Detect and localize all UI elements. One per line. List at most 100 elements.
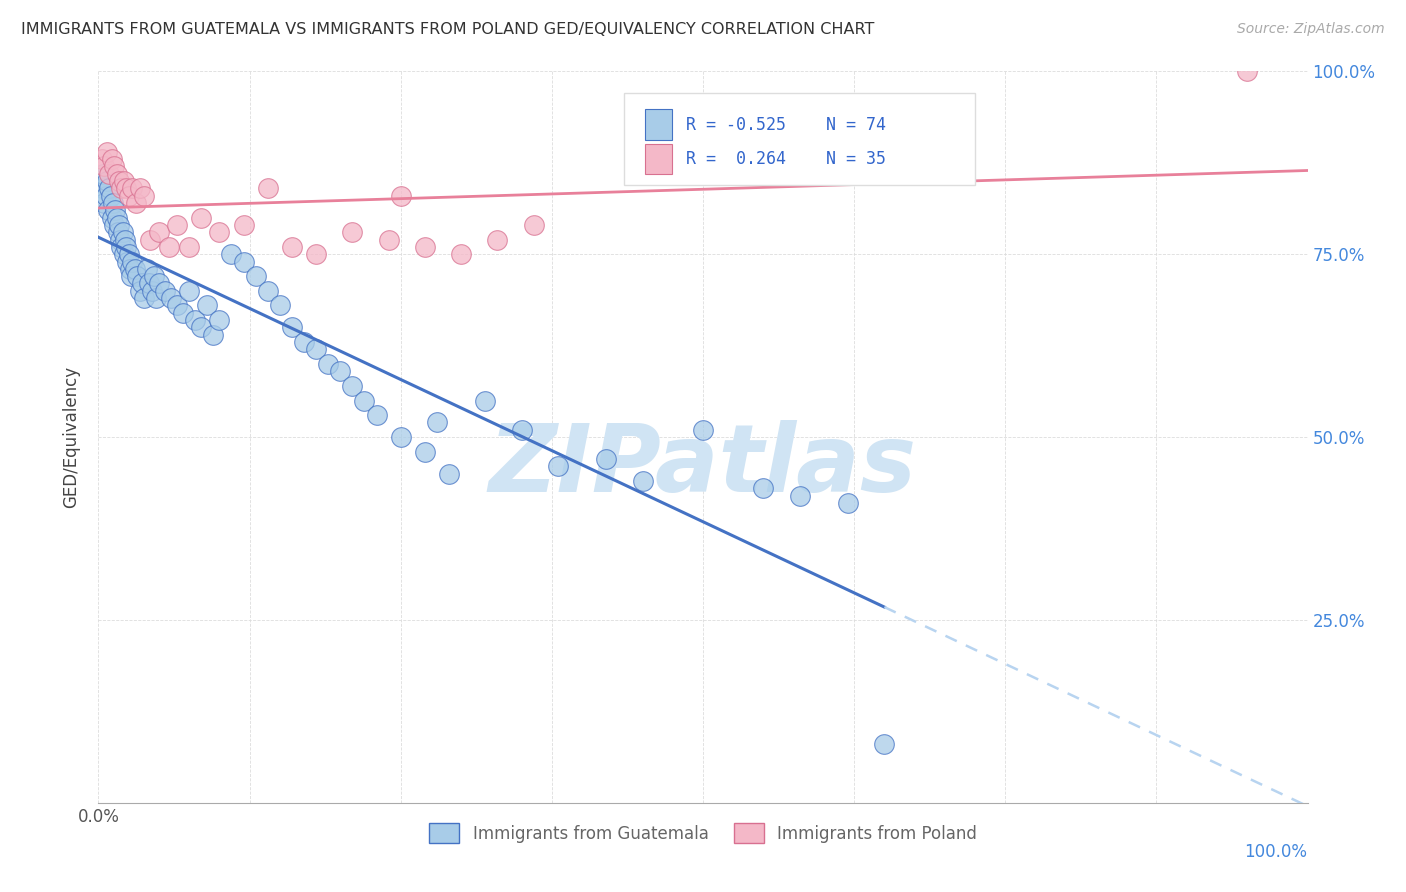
- Point: [377, 233, 399, 247]
- Point: [523, 218, 546, 232]
- Point: [232, 218, 254, 232]
- Point: [135, 261, 157, 276]
- Point: [184, 313, 207, 327]
- Point: [256, 284, 278, 298]
- Point: [426, 416, 449, 430]
- Point: [595, 452, 617, 467]
- Point: [121, 181, 143, 195]
- Point: [91, 152, 114, 166]
- Legend: Immigrants from Guatemala, Immigrants from Poland: Immigrants from Guatemala, Immigrants fr…: [423, 817, 983, 849]
- Point: [366, 408, 388, 422]
- Point: [111, 225, 134, 239]
- Point: [112, 174, 135, 188]
- Point: [342, 225, 364, 239]
- Point: [145, 291, 167, 305]
- Point: [305, 247, 328, 261]
- Point: [138, 277, 160, 291]
- Point: [329, 364, 352, 378]
- Point: [108, 233, 131, 247]
- Point: [104, 203, 127, 218]
- Point: [115, 240, 138, 254]
- Point: [437, 467, 460, 481]
- Point: [486, 233, 509, 247]
- Point: [91, 167, 114, 181]
- Point: [389, 430, 412, 444]
- Point: [127, 269, 149, 284]
- Point: [281, 240, 304, 254]
- Point: [873, 737, 896, 751]
- Text: 100.0%: 100.0%: [1244, 843, 1308, 861]
- Point: [789, 489, 811, 503]
- Point: [93, 160, 115, 174]
- Point: [114, 233, 136, 247]
- Point: [148, 225, 170, 239]
- Text: R = -0.525    N = 74: R = -0.525 N = 74: [686, 116, 886, 134]
- Point: [139, 233, 162, 247]
- Point: [692, 423, 714, 437]
- Point: [94, 188, 117, 202]
- Point: [256, 181, 278, 195]
- Point: [98, 181, 121, 195]
- Point: [450, 247, 472, 261]
- Point: [107, 225, 129, 239]
- Point: [179, 240, 201, 254]
- Point: [120, 269, 142, 284]
- Point: [232, 254, 254, 268]
- Point: [305, 343, 328, 357]
- Text: IMMIGRANTS FROM GUATEMALA VS IMMIGRANTS FROM POLAND GED/EQUIVALENCY CORRELATION : IMMIGRANTS FROM GUATEMALA VS IMMIGRANTS …: [21, 22, 875, 37]
- FancyBboxPatch shape: [624, 94, 976, 185]
- Point: [125, 196, 148, 211]
- Point: [100, 152, 122, 166]
- Y-axis label: GED/Equivalency: GED/Equivalency: [62, 366, 80, 508]
- Point: [100, 188, 122, 202]
- Point: [124, 261, 146, 276]
- Point: [93, 196, 115, 211]
- Point: [143, 269, 166, 284]
- Point: [100, 211, 122, 225]
- Point: [103, 218, 125, 232]
- Point: [101, 196, 124, 211]
- Point: [208, 313, 231, 327]
- Point: [166, 218, 188, 232]
- Point: [474, 393, 496, 408]
- Point: [269, 298, 291, 312]
- Point: [141, 284, 163, 298]
- Text: R =  0.264    N = 35: R = 0.264 N = 35: [686, 150, 886, 168]
- Point: [202, 327, 225, 342]
- Point: [413, 444, 436, 458]
- Point: [96, 145, 118, 159]
- Point: [118, 261, 141, 276]
- Point: [97, 203, 120, 218]
- Point: [221, 247, 243, 261]
- Point: [389, 188, 412, 202]
- Point: [117, 254, 139, 268]
- Point: [108, 218, 131, 232]
- Point: [110, 181, 132, 195]
- Point: [96, 174, 118, 188]
- Point: [121, 254, 143, 268]
- Point: [413, 240, 436, 254]
- Point: [208, 225, 231, 239]
- Point: [752, 481, 775, 495]
- FancyBboxPatch shape: [645, 110, 672, 140]
- Point: [547, 459, 569, 474]
- Point: [105, 211, 128, 225]
- Point: [148, 277, 170, 291]
- Point: [110, 240, 132, 254]
- Point: [245, 269, 267, 284]
- Point: [837, 496, 859, 510]
- Text: ZIPatlas: ZIPatlas: [489, 420, 917, 512]
- Point: [118, 247, 141, 261]
- Point: [292, 334, 315, 349]
- Point: [134, 291, 156, 305]
- Point: [128, 284, 150, 298]
- Point: [1236, 64, 1258, 78]
- Point: [108, 174, 131, 188]
- Point: [190, 211, 212, 225]
- Point: [128, 181, 150, 195]
- Point: [153, 284, 176, 298]
- Point: [190, 320, 212, 334]
- Point: [281, 320, 304, 334]
- Point: [179, 284, 201, 298]
- Text: Source: ZipAtlas.com: Source: ZipAtlas.com: [1237, 22, 1385, 37]
